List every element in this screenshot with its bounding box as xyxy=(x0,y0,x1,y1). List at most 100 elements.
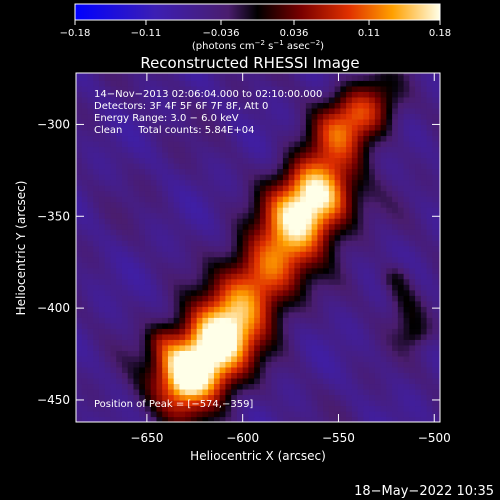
heatmap-cell xyxy=(323,317,330,324)
heatmap-cell xyxy=(323,113,330,120)
heatmap-cell xyxy=(334,267,341,274)
heatmap-cell xyxy=(380,372,387,379)
heatmap-cell xyxy=(392,229,399,236)
heatmap-cell xyxy=(369,339,376,346)
heatmap-cell xyxy=(323,372,330,379)
heatmap-cell xyxy=(179,113,186,120)
heatmap-cell xyxy=(432,372,439,379)
heatmap-cell xyxy=(225,207,232,214)
heatmap-cell xyxy=(116,405,123,412)
heatmap-cell xyxy=(144,240,152,247)
heatmap-cell xyxy=(282,245,290,252)
heatmap-cell xyxy=(76,157,83,164)
heatmap-cell xyxy=(150,405,158,412)
heatmap-cell xyxy=(317,223,324,230)
heatmap-cell xyxy=(432,151,439,159)
heatmap-cell xyxy=(374,207,382,214)
heatmap-cell xyxy=(374,190,382,197)
heatmap-cell xyxy=(317,146,324,153)
heatmap-cell xyxy=(254,399,261,407)
heatmap-cell xyxy=(185,196,192,203)
heatmap-cell xyxy=(357,300,364,307)
heatmap-cell xyxy=(116,91,123,98)
heatmap-cell xyxy=(104,229,112,236)
heatmap-cell xyxy=(259,366,267,373)
heatmap-cell xyxy=(351,74,359,81)
heatmap-cell xyxy=(409,295,416,302)
heatmap-cell xyxy=(357,366,364,373)
heatmap-cell xyxy=(300,107,307,115)
heatmap-cell xyxy=(236,284,244,291)
heatmap-cell xyxy=(363,135,370,142)
heatmap-cell xyxy=(334,262,341,269)
heatmap-cell xyxy=(363,416,370,422)
heatmap-cell xyxy=(208,405,215,412)
heatmap-cell xyxy=(179,140,186,148)
heatmap-cell xyxy=(213,201,221,208)
heatmap-cell xyxy=(311,355,318,362)
heatmap-cell xyxy=(127,322,135,329)
heatmap-cell xyxy=(259,306,267,313)
heatmap-cell xyxy=(202,163,209,170)
heatmap-cell xyxy=(139,366,146,373)
heatmap-cell xyxy=(196,168,204,175)
heatmap-cell xyxy=(346,80,353,87)
heatmap-cell xyxy=(87,361,94,368)
heatmap-cell xyxy=(93,388,100,396)
heatmap-cell xyxy=(196,289,204,296)
heatmap-cell xyxy=(288,245,295,252)
heatmap-cell xyxy=(420,190,428,197)
heatmap-cell xyxy=(392,289,399,296)
heatmap-cell xyxy=(248,240,255,247)
heatmap-cell xyxy=(363,113,370,120)
heatmap-cell xyxy=(104,416,112,422)
heatmap-cell xyxy=(420,262,428,269)
heatmap-cell xyxy=(328,245,336,252)
heatmap-cell xyxy=(403,135,410,142)
heatmap-cell xyxy=(420,74,428,81)
heatmap-cell xyxy=(219,135,227,142)
heatmap-cell xyxy=(409,174,416,181)
heatmap-cell xyxy=(300,140,307,148)
heatmap-cell xyxy=(202,394,209,401)
heatmap-cell xyxy=(93,377,100,385)
heatmap-cell xyxy=(202,223,209,230)
heatmap-cell xyxy=(202,372,209,379)
heatmap-cell xyxy=(294,91,301,98)
heatmap-cell xyxy=(185,273,192,280)
heatmap-cell xyxy=(374,410,382,418)
heatmap-cell xyxy=(403,262,410,269)
heatmap-cell xyxy=(93,328,100,335)
heatmap-cell xyxy=(213,174,221,181)
heatmap-cell xyxy=(363,96,370,103)
heatmap-cell xyxy=(392,73,399,76)
heatmap-cell xyxy=(231,344,238,351)
heatmap-cell xyxy=(282,163,290,170)
heatmap-cell xyxy=(305,377,313,385)
heatmap-cell xyxy=(438,80,440,87)
heatmap-cell xyxy=(392,328,399,335)
heatmap-cell xyxy=(351,284,359,291)
heatmap-cell xyxy=(110,196,117,203)
heatmap-cell xyxy=(317,102,324,109)
heatmap-cell xyxy=(213,273,221,280)
heatmap-cell xyxy=(173,91,181,98)
heatmap-cell xyxy=(294,163,301,170)
heatmap-cell xyxy=(167,124,175,131)
heatmap-cell xyxy=(415,212,422,219)
heatmap-cell xyxy=(81,140,89,148)
heatmap-cell xyxy=(259,207,267,214)
heatmap-cell xyxy=(225,405,232,412)
heatmap-cell xyxy=(380,366,387,373)
heatmap-cell xyxy=(225,179,232,186)
heatmap-cell xyxy=(334,118,341,126)
heatmap-cell xyxy=(93,74,100,81)
heatmap-cell xyxy=(98,113,106,120)
heatmap-cell xyxy=(173,273,181,280)
heatmap-cell xyxy=(150,306,158,313)
heatmap-cell xyxy=(403,223,410,230)
heatmap-cell xyxy=(277,284,284,291)
heatmap-cell xyxy=(98,361,106,368)
heatmap-cell xyxy=(403,73,410,76)
heatmap-cell xyxy=(288,168,295,175)
